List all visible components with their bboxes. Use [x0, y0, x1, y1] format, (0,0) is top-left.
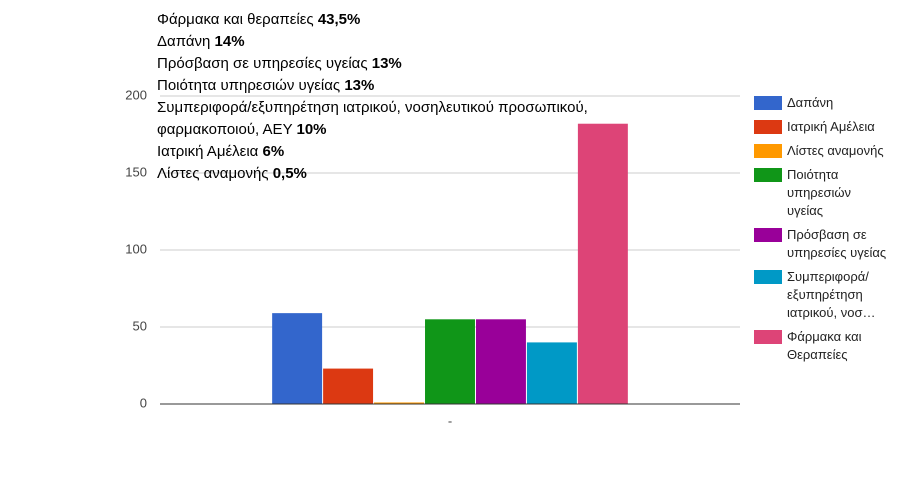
- annotation-text: Φάρμακα και θεραπείες: [157, 11, 314, 28]
- legend: Δαπάνη Ιατρική Αμέλεια Λίστες αναμονής Ποιό…: [754, 94, 894, 364]
- legend-item: Πρόσβαση σε υπηρεσίες υγείας: [754, 226, 894, 262]
- y-tick-label: 100: [125, 241, 147, 256]
- annotation-value: 13%: [371, 55, 402, 72]
- annotation-text: Ιατρική Αμέλεια: [157, 143, 259, 160]
- bar: [323, 368, 374, 404]
- annotation-value: 14%: [214, 33, 245, 50]
- legend-swatch: [754, 168, 782, 182]
- legend-label: Πρόσβαση σε υπηρεσίες υγείας: [787, 227, 887, 260]
- x-tick-label: -: [448, 413, 452, 428]
- bar: [526, 342, 577, 404]
- annotation: Ποιότητα υπηρεσιών υγείας 13%: [157, 75, 687, 97]
- annotation: Δαπάνη 14%: [157, 31, 687, 53]
- legend-label: Συμπεριφορά/ εξυπηρέτηση ιατρικού, νοσ…: [787, 269, 876, 320]
- annotation-value: 6%: [262, 143, 285, 160]
- bar: [374, 402, 425, 404]
- annotation-text: Ποιότητα υπηρεσιών υγείας: [157, 77, 341, 94]
- legend-label: Φάρμακα και Θεραπείες: [787, 329, 862, 362]
- y-tick-label: 50: [133, 318, 147, 333]
- annotation-value: 43,5%: [317, 11, 361, 28]
- annotation-text: Λίστες αναμονής: [157, 165, 269, 182]
- annotation-text: Πρόσβαση σε υπηρεσίες υγείας: [157, 55, 368, 72]
- legend-label: Ποιότητα υπηρεσιών υγείας: [787, 167, 852, 218]
- annotation: Πρόσβαση σε υπηρεσίες υγείας 13%: [157, 53, 687, 75]
- bar: [425, 319, 475, 404]
- y-tick-label: 0: [140, 395, 147, 410]
- legend-swatch: [754, 120, 782, 134]
- annotation-text: Δαπάνη: [157, 33, 211, 50]
- legend-item: Συμπεριφορά/ εξυπηρέτηση ιατρικού, νοσ…: [754, 268, 894, 322]
- bar: [475, 319, 526, 404]
- y-tick-label: 200: [125, 87, 147, 102]
- legend-swatch: [754, 330, 782, 344]
- annotations: Φάρμακα και θεραπείες 43,5% Δαπάνη 14% Πρό…: [157, 9, 687, 185]
- legend-item: Ιατρική Αμέλεια: [754, 118, 894, 136]
- legend-swatch: [754, 228, 782, 242]
- legend-label: Λίστες αναμονής: [787, 143, 884, 158]
- annotation: Συμπεριφορά/εξυπηρέτηση ιατρικού, νοσηλε…: [157, 97, 687, 141]
- legend-item: Ποιότητα υπηρεσιών υγείας: [754, 166, 894, 220]
- legend-label: Ιατρική Αμέλεια: [787, 119, 875, 134]
- legend-item: Φάρμακα και Θεραπείες: [754, 328, 894, 364]
- bar: [577, 123, 628, 404]
- annotation: Λίστες αναμονής 0,5%: [157, 163, 687, 185]
- y-tick-label: 150: [125, 164, 147, 179]
- legend-swatch: [754, 270, 782, 284]
- annotation: Φάρμακα και θεραπείες 43,5%: [157, 9, 687, 31]
- annotation-value: 13%: [344, 77, 375, 94]
- annotation: Ιατρική Αμέλεια 6%: [157, 141, 687, 163]
- annotation-text: Συμπεριφορά/εξυπηρέτηση ιατρικού, νοσηλε…: [157, 99, 588, 138]
- annotation-value: 0,5%: [272, 165, 307, 182]
- legend-item: Λίστες αναμονής: [754, 142, 894, 160]
- annotation-value: 10%: [296, 121, 327, 138]
- legend-swatch: [754, 144, 782, 158]
- legend-swatch: [754, 96, 782, 110]
- bar: [272, 313, 323, 404]
- legend-item: Δαπάνη: [754, 94, 894, 112]
- legend-label: Δαπάνη: [787, 95, 834, 110]
